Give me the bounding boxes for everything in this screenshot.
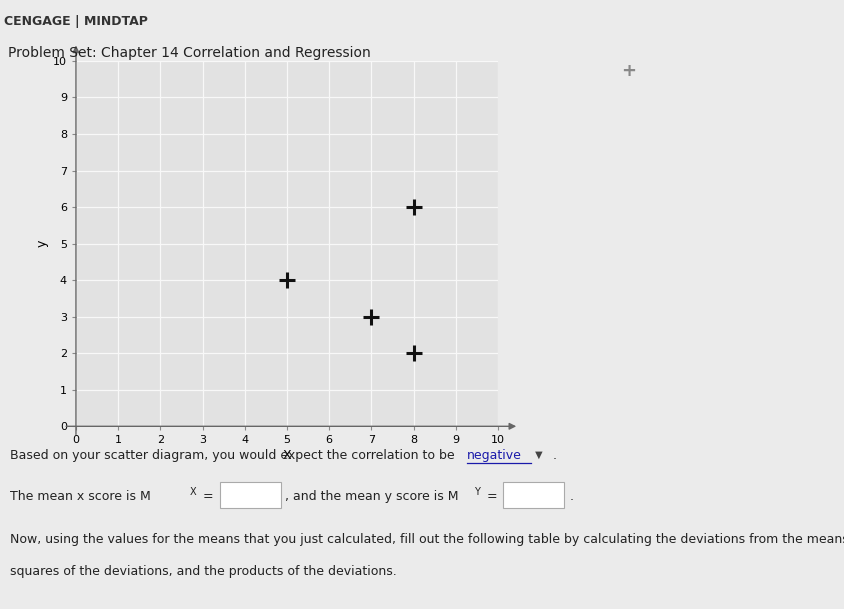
- Text: X: X: [190, 487, 197, 496]
- Text: negative: negative: [467, 449, 522, 462]
- FancyBboxPatch shape: [503, 482, 564, 508]
- Text: , and the mean y score is M: , and the mean y score is M: [285, 490, 459, 503]
- Text: .: .: [549, 449, 556, 462]
- Y-axis label: y: y: [35, 240, 49, 247]
- Text: The mean x score is M: The mean x score is M: [10, 490, 151, 503]
- Text: Based on your scatter diagram, you would expect the correlation to be: Based on your scatter diagram, you would…: [10, 449, 459, 462]
- Text: Now, using the values for the means that you just calculated, fill out the follo: Now, using the values for the means that…: [10, 533, 844, 546]
- Text: =: =: [199, 490, 218, 503]
- X-axis label: X: X: [283, 449, 291, 462]
- Text: CENGAGE | MINDTAP: CENGAGE | MINDTAP: [4, 15, 148, 28]
- Text: ▼: ▼: [532, 449, 543, 459]
- Text: Y: Y: [474, 487, 480, 496]
- Text: Problem Set: Chapter 14 Correlation and Regression: Problem Set: Chapter 14 Correlation and …: [8, 46, 371, 60]
- FancyBboxPatch shape: [220, 482, 281, 508]
- Text: +: +: [621, 62, 636, 80]
- Text: =: =: [483, 490, 501, 503]
- Text: .: .: [566, 490, 574, 503]
- Text: squares of the deviations, and the products of the deviations.: squares of the deviations, and the produ…: [10, 565, 397, 577]
